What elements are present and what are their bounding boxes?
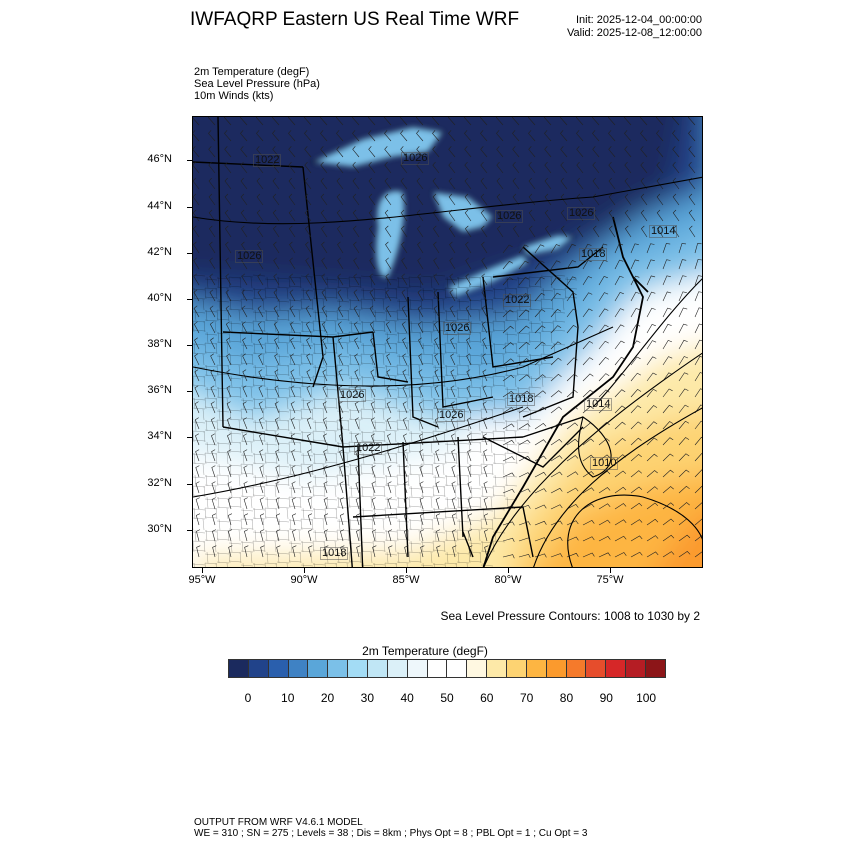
plot-title: IWFAQRP Eastern US Real Time WRF [190, 9, 520, 30]
contour-label: 1022 [354, 442, 383, 455]
colorbar-swatch [507, 660, 527, 677]
lat-tick [187, 299, 192, 300]
colorbar-swatch [566, 660, 587, 677]
colorbar-swatch [467, 660, 488, 677]
contour-label: 1022 [503, 294, 532, 307]
lat-tick [187, 253, 192, 254]
lat-label: 42°N [147, 246, 172, 258]
lat-tick [187, 207, 192, 208]
colorbar-swatch [586, 660, 607, 677]
colorbar-label: 0 [244, 691, 252, 705]
lat-tick [187, 530, 192, 531]
colorbar-swatch [368, 660, 388, 677]
colorbar [228, 659, 666, 678]
colorbar-swatch [229, 660, 249, 677]
lat-label: 40°N [147, 292, 172, 304]
colorbar-label: 50 [440, 691, 454, 705]
wind-barbs [193, 117, 702, 559]
colorbar-swatch [626, 660, 647, 677]
contour-label: 1026 [443, 322, 472, 335]
init-time: Init: 2025-12-04_00:00:00 [576, 14, 702, 26]
map-canvas [193, 117, 702, 567]
lat-label: 38°N [147, 338, 172, 350]
colorbar-label: 30 [360, 691, 375, 705]
contour-label: 1018 [320, 547, 349, 560]
lat-label: 36°N [147, 384, 172, 396]
lon-label: 80°W [494, 574, 522, 586]
lat-tick [187, 160, 192, 161]
weather-map: 1022 1026 1026 1026 1026 1018 1014 1022 … [192, 116, 703, 568]
temperature-field [193, 117, 702, 567]
colorbar-label: 40 [400, 691, 414, 705]
colorbar-swatch [288, 660, 309, 677]
lon-label: 90°W [290, 574, 318, 586]
lon-label: 75°W [596, 574, 624, 586]
lat-label: 44°N [147, 200, 172, 212]
county-lines [193, 274, 578, 567]
colorbar-label: 70 [519, 691, 534, 705]
contour-label: 1014 [584, 398, 613, 411]
lat-tick [187, 484, 192, 485]
colorbar-title: 2m Temperature (degF) [362, 644, 488, 658]
field-label-winds: 10m Winds (kts) [194, 90, 274, 102]
lat-label: 32°N [147, 477, 172, 489]
pressure-contours [193, 176, 702, 567]
contour-note: Sea Level Pressure Contours: 1008 to 103… [440, 609, 701, 623]
valid-time: Valid: 2025-12-08_12:00:00 [567, 27, 702, 39]
lat-label: 46°N [147, 153, 172, 165]
lon-tick [406, 568, 407, 573]
lon-tick [610, 568, 611, 573]
contour-label: 1010 [590, 457, 619, 470]
lat-tick [187, 391, 192, 392]
colorbar-swatch [526, 660, 547, 677]
model-version: OUTPUT FROM WRF V4.6.1 MODEL [194, 817, 363, 828]
contour-label: 1026 [567, 207, 596, 220]
colorbar-swatch [487, 660, 508, 677]
colorbar-swatch [427, 660, 448, 677]
lon-label: 85°W [392, 574, 420, 586]
field-label-pressure: Sea Level Pressure (hPa) [194, 78, 320, 90]
lat-tick [187, 437, 192, 438]
time-info: Init: 2025-12-04_00:00:00 Valid: 2025-12… [567, 14, 702, 40]
colorbar-swatch [308, 660, 329, 677]
contour-label: 1018 [507, 393, 536, 406]
colorbar-swatch [328, 660, 349, 677]
colorbar-swatch [606, 660, 627, 677]
colorbar-swatch [447, 660, 468, 677]
lat-label: 30°N [147, 523, 172, 535]
contour-label: 1026 [235, 250, 264, 263]
contour-label: 1014 [649, 225, 678, 238]
colorbar-label: 60 [480, 691, 494, 705]
colorbar-swatch [387, 660, 408, 677]
colorbar-swatch [248, 660, 269, 677]
colorbar-swatch [407, 660, 428, 677]
contour-label: 1022 [253, 154, 282, 167]
lon-label: 95°W [188, 574, 216, 586]
contour-label: 1026 [495, 210, 524, 223]
lon-tick [304, 568, 305, 573]
lon-tick [508, 568, 509, 573]
lat-label: 34°N [147, 430, 172, 442]
model-info: OUTPUT FROM WRF V4.6.1 MODEL WE = 310 ; … [194, 817, 587, 839]
colorbar-label: 90 [599, 691, 613, 705]
model-params: WE = 310 ; SN = 275 ; Levels = 38 ; Dis … [194, 828, 588, 839]
colorbar-swatch [546, 660, 567, 677]
contour-label: 1018 [579, 248, 608, 261]
colorbar-swatch [348, 660, 369, 677]
contour-label: 1026 [338, 389, 367, 402]
lon-tick [202, 568, 203, 573]
colorbar-label: 80 [559, 691, 574, 705]
contour-label: 1026 [437, 409, 466, 422]
colorbar-swatch [646, 660, 665, 677]
colorbar-label: 10 [281, 691, 295, 705]
field-label-temperature: 2m Temperature (degF) [194, 66, 310, 78]
colorbar-swatch [268, 660, 289, 677]
colorbar-label: 20 [320, 691, 335, 705]
great-lakes [310, 126, 575, 298]
colorbar-label: 100 [636, 691, 657, 705]
contour-label: 1026 [401, 152, 430, 165]
lat-tick [187, 345, 192, 346]
